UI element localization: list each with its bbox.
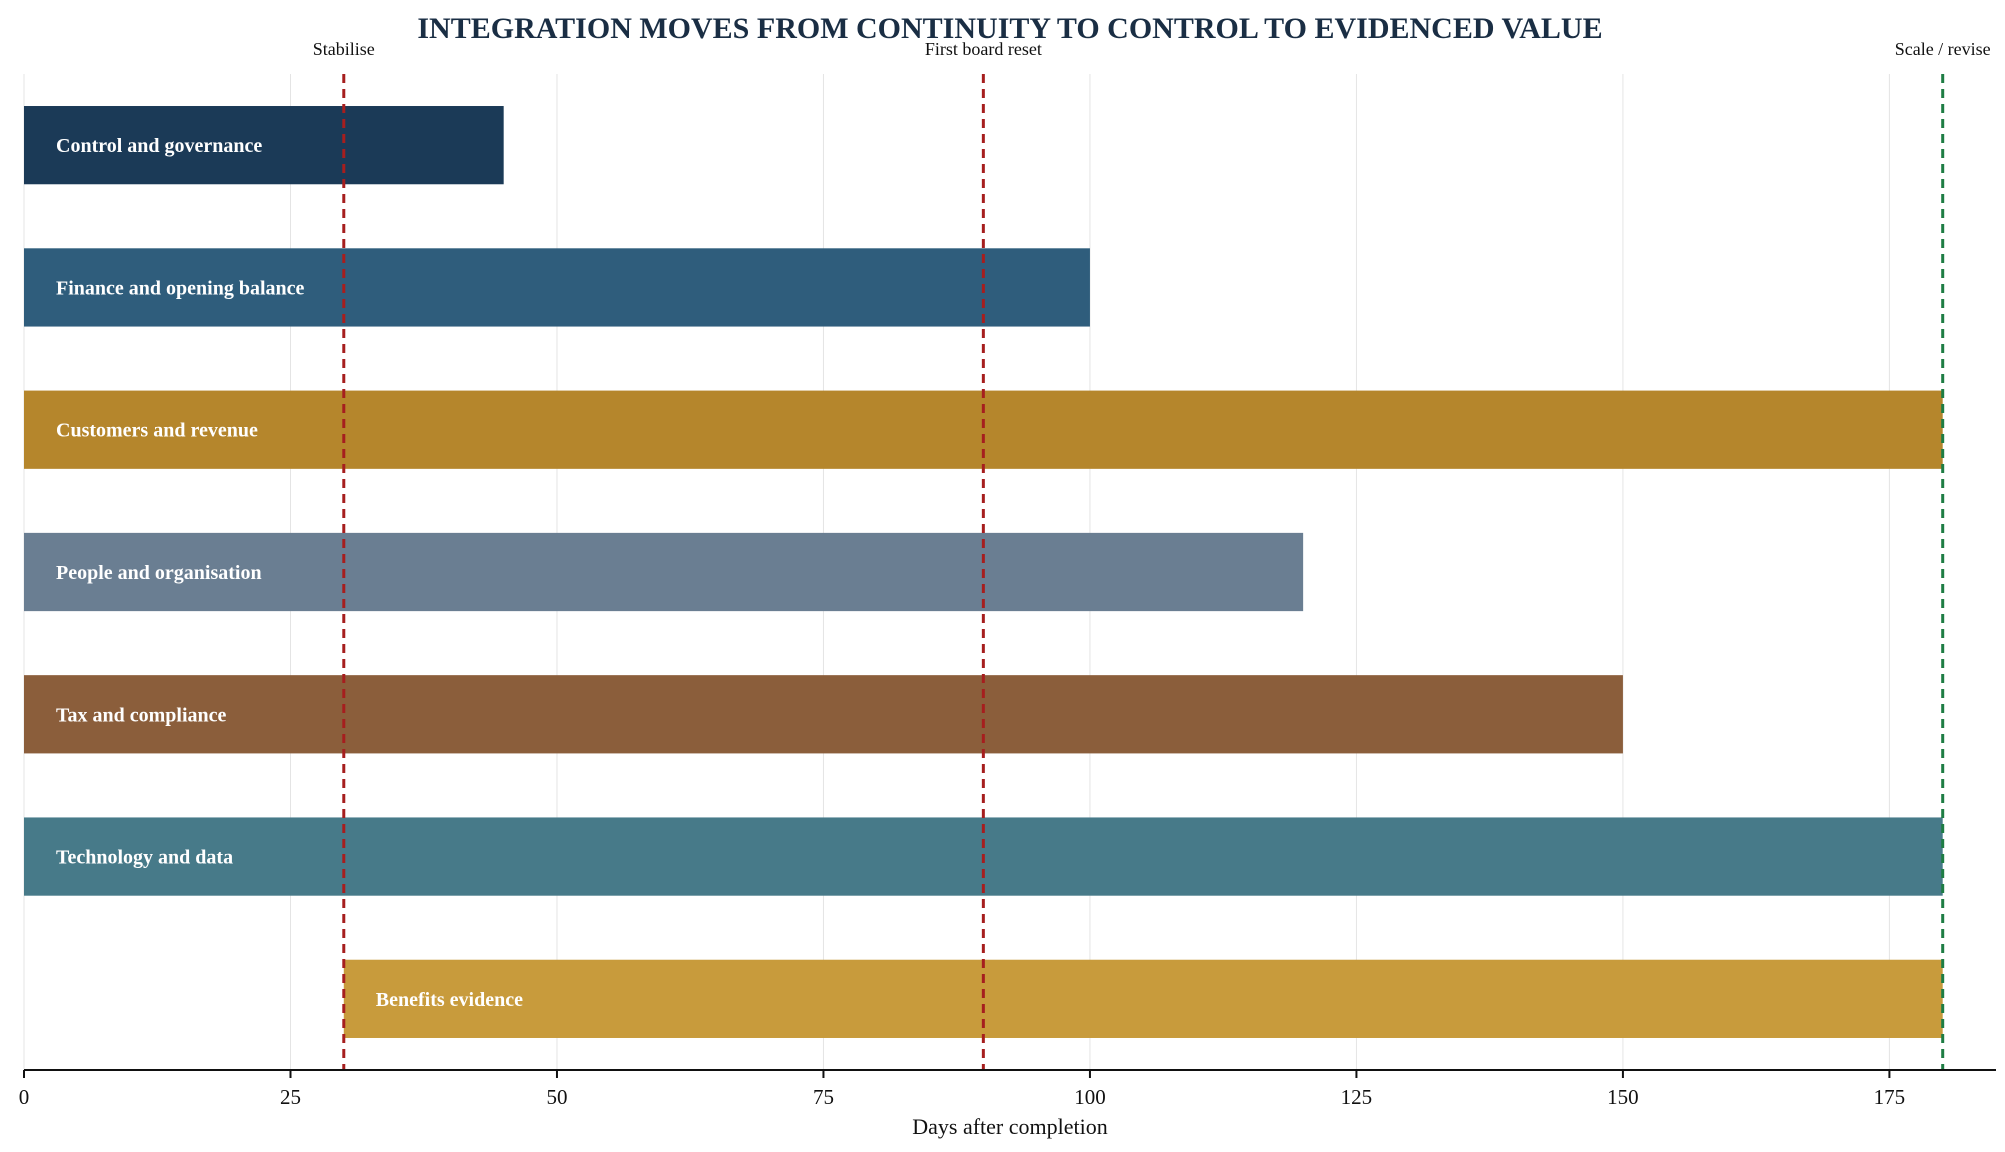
bar-label: Customers and revenue [56, 420, 258, 442]
bar-benefits-evidence [343, 959, 1943, 1038]
bar-people-and-organisation [24, 532, 1304, 612]
chart-title: INTEGRATION MOVES FROM CONTINUITY TO CON… [417, 12, 1602, 45]
tick-label-0: 0 [19, 1085, 30, 1109]
marker-label: Stabilise [313, 39, 375, 59]
bar-label: Benefits evidence [376, 989, 523, 1011]
bar-label: Control and governance [56, 135, 262, 157]
tick-label-125: 125 [1341, 1085, 1373, 1109]
bar-label: Finance and opening balance [56, 277, 305, 299]
bar-label: Tax and compliance [56, 704, 227, 726]
milestone-markers: Stabilise First board reset Scale / revise [313, 39, 1991, 1070]
x-axis-label: Days after completion [912, 1114, 1108, 1139]
marker-label: Scale / revise [1895, 39, 1991, 59]
tick-label-150: 150 [1607, 1085, 1639, 1109]
x-axis-ticks: 0 25 50 75 100 125 150 175 [19, 1070, 1905, 1109]
marker-label: First board reset [925, 39, 1042, 59]
bar-tax-and-compliance [24, 675, 1623, 754]
tick-label-175: 175 [1874, 1085, 1906, 1109]
bar-label: People and organisation [56, 562, 262, 584]
bar-finance-and-opening-balance [24, 248, 1090, 327]
tick-label-100: 100 [1074, 1085, 1106, 1109]
bar-label: Technology and data [56, 847, 233, 869]
bar-control-and-governance [24, 106, 504, 185]
bars: Control and governance Finance and openin… [24, 106, 1943, 1038]
tick-label-25: 25 [280, 1085, 301, 1109]
tick-label-50: 50 [546, 1085, 567, 1109]
tick-label-75: 75 [813, 1085, 834, 1109]
